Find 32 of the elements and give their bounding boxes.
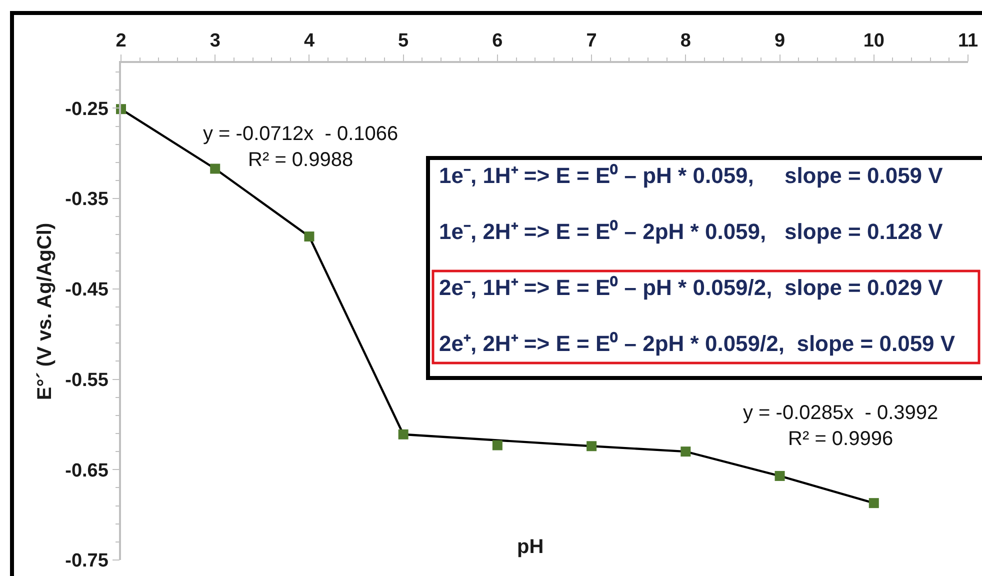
x-tick-label: 3 (210, 30, 220, 52)
y-tick-label: -0.35 (65, 189, 109, 210)
annotation: y = -0.0285x - 0.3992 R² = 0.9996 (743, 402, 938, 450)
y-tick-label: -0.55 (65, 370, 109, 391)
point (868, 498, 879, 508)
x-tick-label: 9 (774, 30, 786, 52)
x-tick-label: 11 (958, 30, 978, 52)
point (680, 446, 691, 457)
point (774, 470, 785, 481)
x-tick-label: 4 (304, 30, 315, 52)
x-tick-label: 6 (492, 30, 503, 52)
point (586, 441, 597, 452)
x-tick-label: 5 (398, 30, 410, 52)
x-tick-label: 2 (116, 30, 126, 52)
y-axis-title: E°´ (V vs. Ag/AgCl) (34, 222, 56, 400)
x-axis-title: pH (517, 536, 544, 558)
annotation: y = -0.0712x - 0.1066 R² = 0.9988 (203, 123, 398, 171)
annotation: 2e⁻, 1H⁺ => E = E⁰ – pH * 0.059/2, slope = 0.029 V (439, 275, 944, 300)
x-tick-label: 7 (586, 30, 597, 52)
point (492, 440, 502, 450)
annotation: 2e⁺, 2H⁺ => E = E⁰ – 2pH * 0.059/2, slope = 0.059 V (439, 331, 956, 356)
annotation: 1e⁻, 2H⁺ => E = E⁰ – 2pH * 0.059, slope = 0.128 V (439, 219, 944, 244)
annotation: 1e⁻, 1H⁺ => E = E⁰ – pH * 0.059, slope = 0.059 V (439, 163, 944, 188)
y-tick-label: -0.75 (65, 550, 109, 572)
point (304, 232, 314, 242)
y-tick-label: -0.25 (65, 98, 109, 120)
point (210, 164, 220, 174)
x-tick-label: 10 (863, 30, 884, 52)
x-tick-label: 8 (680, 30, 691, 52)
y-tick-label: -0.45 (65, 280, 109, 301)
point (398, 429, 408, 440)
y-tick-label: -0.65 (65, 460, 109, 482)
